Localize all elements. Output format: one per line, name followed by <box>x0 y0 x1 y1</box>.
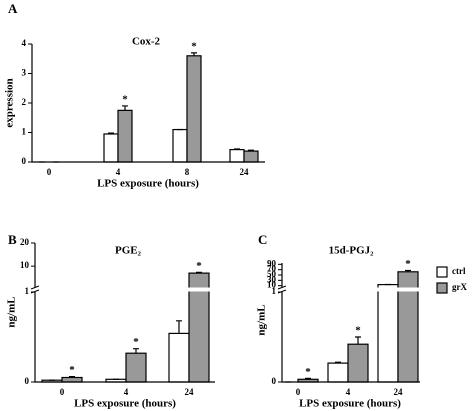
chart-title: 15d-PGJ₂ <box>329 245 375 257</box>
x-tick-label: 0 <box>296 387 301 397</box>
x-tick-label: 24 <box>394 387 404 397</box>
x-tick-label: 24 <box>240 167 250 177</box>
legend-label: grX <box>452 282 467 292</box>
x-tick-label: 8 <box>185 167 190 177</box>
error-bar <box>69 376 75 378</box>
axis-break <box>29 287 217 292</box>
x-tick-label: 0 <box>47 167 52 177</box>
y-tick-label: 0 <box>272 376 277 386</box>
bar <box>61 376 83 383</box>
error-bar <box>234 148 240 150</box>
y-tick-label: 1 <box>272 286 277 296</box>
bar <box>172 128 188 163</box>
y-tick-label: 50 <box>267 269 277 279</box>
error-bar <box>355 336 361 345</box>
bar <box>347 343 369 383</box>
x-tick-label: 0 <box>60 387 65 397</box>
error-bar <box>108 132 114 134</box>
significance-mark: * <box>305 366 311 378</box>
y-tick-label: 20 <box>20 237 30 247</box>
x-axis-label: LPS exposure (hours) <box>299 398 401 410</box>
bar <box>229 149 245 163</box>
error-bar <box>176 320 182 334</box>
chart-title: Cox-2 <box>132 36 161 48</box>
y-axis-label: ng/mL <box>256 304 268 335</box>
significance-mark: * <box>69 364 75 376</box>
y-tick-label: 70 <box>267 264 277 274</box>
bar <box>327 362 349 383</box>
error-bar <box>191 52 197 56</box>
x-tick-label: 4 <box>124 387 129 397</box>
x-axis-label: LPS exposure (hours) <box>97 178 199 190</box>
bar <box>103 133 119 163</box>
y-tick-label: 3 <box>22 68 27 78</box>
x-axis-label: LPS exposure (hours) <box>74 398 176 410</box>
y-tick-label: 1 <box>25 286 30 296</box>
error-bar <box>133 348 139 354</box>
error-bar <box>405 269 411 272</box>
y-axis-label: ng/mL <box>6 296 18 327</box>
y-tick-label: 90 <box>267 258 277 268</box>
panel-label: B <box>8 232 17 247</box>
bar <box>186 55 202 163</box>
error-bar <box>196 271 202 274</box>
error-bar <box>305 377 311 380</box>
chart-title: PGE₂ <box>115 245 142 257</box>
error-bar <box>248 149 254 152</box>
bar <box>125 352 147 383</box>
x-tick-label: 4 <box>346 387 351 397</box>
y-tick-label: 10 <box>267 280 277 290</box>
y-tick-label: 0 <box>22 156 27 166</box>
significance-mark: * <box>405 258 411 270</box>
x-tick-label: 4 <box>116 167 121 177</box>
bar <box>243 150 259 163</box>
significance-mark: * <box>122 93 128 105</box>
bar <box>168 332 190 383</box>
y-tick-label: 30 <box>267 274 277 284</box>
y-tick-label: 1 <box>22 127 27 137</box>
legend-swatch <box>436 266 448 278</box>
legend-label: ctrl <box>452 266 466 276</box>
x-tick-label: 24 <box>185 387 195 397</box>
error-bar <box>335 361 341 364</box>
panel-label: A <box>8 1 18 16</box>
significance-mark: * <box>355 325 361 337</box>
y-axis-label: expression <box>4 78 16 127</box>
axis-break <box>276 287 422 292</box>
error-bar <box>122 105 128 111</box>
legend-swatch <box>436 282 448 294</box>
significance-mark: * <box>191 40 197 52</box>
panel-label: C <box>258 232 267 247</box>
bar <box>377 284 399 383</box>
significance-mark: * <box>133 336 139 348</box>
y-tick-label: 10 <box>20 260 30 270</box>
y-tick-label: 2 <box>22 97 27 107</box>
significance-mark: * <box>196 260 202 272</box>
bar <box>117 109 133 163</box>
y-tick-label: 0 <box>25 376 30 386</box>
y-tick-label: 4 <box>22 38 27 48</box>
axes <box>31 44 265 163</box>
